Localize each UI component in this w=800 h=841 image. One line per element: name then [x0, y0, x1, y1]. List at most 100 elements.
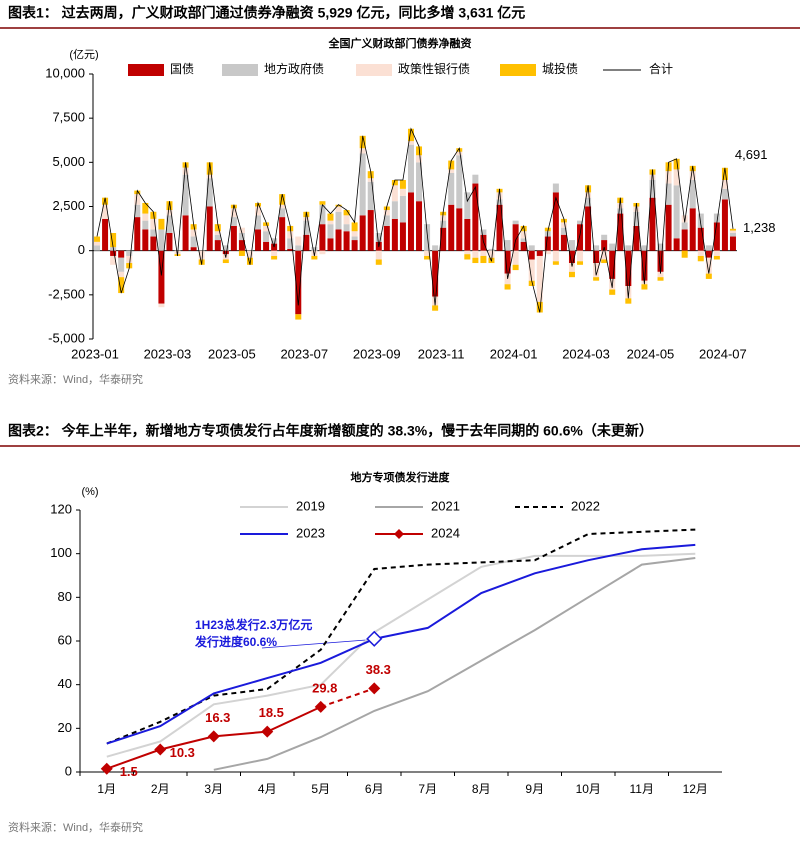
x-tick-label: 2023-03 — [144, 346, 192, 361]
annotation: 发行进度60.6% — [194, 634, 277, 649]
bar-segment — [552, 192, 559, 251]
bar-segment — [496, 204, 503, 251]
y-tick-label: 10,000 — [45, 65, 85, 80]
bar-segment — [681, 215, 688, 223]
bar-segment — [182, 167, 189, 175]
bar-segment — [681, 250, 688, 258]
point-marker — [368, 682, 381, 695]
bar-segment — [166, 233, 173, 251]
bar-segment — [246, 257, 253, 265]
bar-segment — [287, 248, 294, 251]
bar-segment — [206, 206, 213, 251]
bar-segment — [335, 229, 342, 251]
bar-segment — [665, 171, 672, 184]
bar-segment — [721, 199, 728, 251]
y-tick-label: 0 — [78, 242, 85, 257]
bar-segment — [359, 153, 366, 216]
bar-segment — [279, 204, 286, 209]
bar-segment — [480, 250, 487, 256]
bar-segment — [214, 240, 221, 251]
bar-segment — [238, 227, 245, 233]
x-tick-label: 8月 — [472, 782, 491, 796]
bar-segment — [625, 298, 632, 304]
bar-segment — [142, 213, 149, 221]
data-label: 4,691 — [735, 147, 768, 162]
x-tick-label: 5月 — [311, 782, 330, 796]
bar-segment — [214, 224, 221, 232]
chart-title: 全国广义财政部门债券净融资 — [328, 36, 472, 50]
x-tick-label: 2024-07 — [699, 346, 747, 361]
bar-segment — [448, 160, 455, 170]
x-tick-label: 2023-01 — [71, 346, 119, 361]
bar-segment — [271, 250, 278, 256]
bar-segment — [343, 224, 350, 232]
bar-segment — [625, 250, 632, 286]
bar-segment — [705, 257, 712, 274]
bar-segment — [238, 240, 245, 251]
bar-segment — [568, 240, 575, 251]
bar-segment — [279, 217, 286, 251]
bar-segment — [641, 250, 648, 281]
bar-segment — [150, 229, 157, 237]
bar-segment — [577, 250, 584, 262]
bar-segment — [713, 213, 720, 223]
bar-segment — [641, 284, 648, 290]
data-label: 29.8 — [312, 680, 337, 695]
bar-segment — [568, 263, 575, 272]
bar-segment — [633, 211, 640, 226]
x-tick-label: 6月 — [365, 782, 384, 796]
bar-segment — [625, 245, 632, 251]
bar-segment — [303, 220, 310, 235]
bar-segment — [585, 206, 592, 251]
bar-segment — [327, 224, 334, 239]
data-label: 1,238 — [743, 220, 776, 235]
bar-segment — [359, 148, 366, 154]
bar-segment — [649, 180, 656, 198]
bar-segment — [263, 231, 270, 242]
bar-segment — [150, 236, 157, 251]
source: 资料来源：Wind，华泰研究 — [8, 820, 143, 834]
x-tick-label: 3月 — [204, 782, 223, 796]
bar-segment — [472, 250, 479, 258]
bar-segment — [158, 250, 165, 304]
bar-segment — [399, 195, 406, 223]
bar-segment — [142, 220, 149, 230]
y-tick-label: 120 — [50, 501, 72, 516]
bar-segment — [158, 229, 165, 251]
data-label: 16.3 — [205, 710, 230, 725]
y-tick-label: 80 — [58, 589, 72, 604]
bar-segment — [263, 225, 270, 232]
bar-segment — [649, 174, 656, 180]
bar-segment — [568, 271, 575, 278]
bar-segment — [255, 206, 262, 216]
bar-segment — [271, 255, 278, 260]
bar-segment — [319, 250, 326, 255]
bar-segment — [544, 250, 551, 255]
point-marker — [154, 743, 167, 756]
bar-segment — [255, 215, 262, 230]
bar-segment — [319, 204, 326, 225]
data-label: 10.3 — [170, 745, 195, 760]
x-tick-label: 11月 — [630, 782, 654, 796]
bar-segment — [552, 261, 559, 265]
x-tick-label: 2023-05 — [208, 346, 256, 361]
bar-segment — [657, 243, 664, 251]
bar-segment — [593, 245, 600, 251]
bar-segment — [118, 257, 125, 272]
x-tick-label: 1月 — [97, 782, 116, 796]
bar-segment — [263, 241, 270, 251]
bar-segment — [407, 144, 414, 193]
bar-segment — [166, 210, 173, 216]
bar-segment — [560, 234, 567, 251]
bar-segment — [448, 172, 455, 205]
bar-segment — [585, 197, 592, 207]
bar-segment — [729, 233, 736, 237]
bar-segment — [142, 229, 149, 251]
total-line — [96, 127, 734, 313]
bar-segment — [367, 178, 374, 182]
legend-label: 地方政府债 — [264, 61, 324, 76]
bar-segment — [609, 289, 616, 295]
legend-label: 2021 — [431, 498, 460, 513]
bar-segment — [593, 277, 600, 281]
y-tick-label: -2,500 — [48, 286, 85, 301]
